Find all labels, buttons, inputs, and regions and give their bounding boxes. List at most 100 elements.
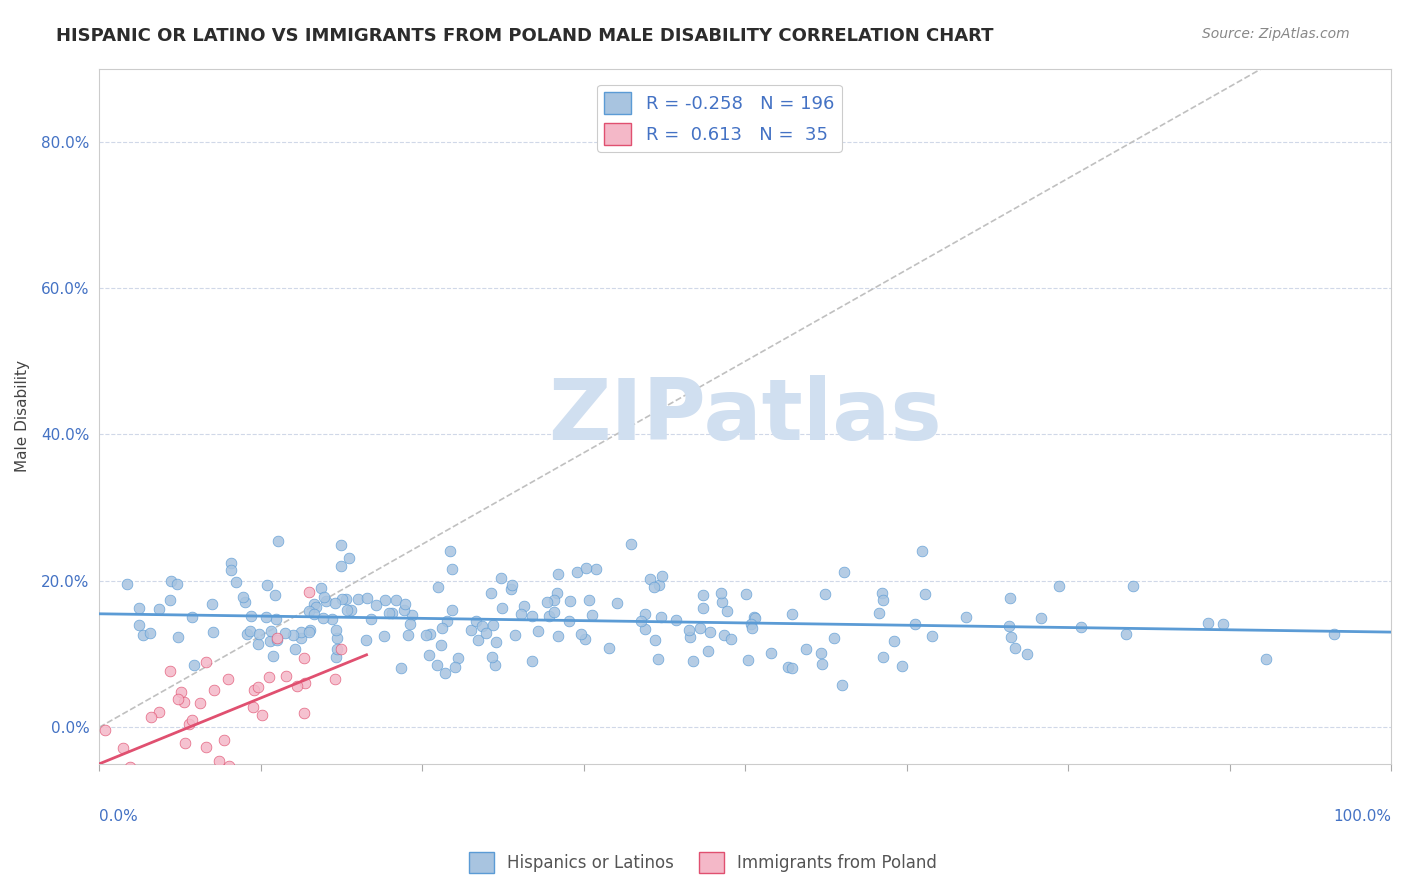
Point xyxy=(634,622,657,636)
Point xyxy=(1004,641,1026,656)
Point xyxy=(868,606,890,620)
Point xyxy=(606,596,628,610)
Point xyxy=(460,623,482,637)
Point xyxy=(491,571,513,585)
Point xyxy=(221,563,243,577)
Point xyxy=(394,597,416,611)
Point xyxy=(381,606,404,620)
Text: ZIPatlas: ZIPatlas xyxy=(548,375,942,458)
Point xyxy=(242,700,264,714)
Point xyxy=(546,586,568,600)
Point xyxy=(440,603,463,617)
Point xyxy=(181,609,204,624)
Point xyxy=(259,633,281,648)
Point xyxy=(247,637,270,651)
Point xyxy=(644,632,666,647)
Point xyxy=(340,602,363,616)
Point xyxy=(547,567,569,582)
Point xyxy=(129,770,152,784)
Point xyxy=(911,544,934,558)
Point xyxy=(737,653,759,667)
Point xyxy=(312,590,335,604)
Point xyxy=(290,631,312,645)
Point xyxy=(202,682,225,697)
Point xyxy=(740,617,762,632)
Point xyxy=(299,623,322,637)
Point xyxy=(433,665,456,680)
Point xyxy=(716,605,738,619)
Point xyxy=(274,669,297,683)
Point xyxy=(148,602,170,616)
Point xyxy=(337,551,360,566)
Point xyxy=(742,610,765,624)
Point xyxy=(174,736,197,750)
Point xyxy=(159,592,181,607)
Point xyxy=(139,626,162,640)
Point xyxy=(713,628,735,642)
Point xyxy=(323,672,346,686)
Point xyxy=(336,603,359,617)
Point xyxy=(831,678,853,692)
Point xyxy=(647,652,669,666)
Point xyxy=(202,624,225,639)
Point xyxy=(648,578,671,592)
Point xyxy=(710,595,733,609)
Point xyxy=(256,578,278,592)
Point xyxy=(418,648,440,662)
Point xyxy=(366,598,388,612)
Point xyxy=(510,607,533,622)
Text: Source: ZipAtlas.com: Source: ZipAtlas.com xyxy=(1202,27,1350,41)
Point xyxy=(266,632,288,647)
Point xyxy=(173,695,195,709)
Point xyxy=(692,588,714,602)
Point xyxy=(325,596,347,610)
Point xyxy=(297,604,319,618)
Point xyxy=(558,615,581,629)
Point xyxy=(513,599,536,613)
Point xyxy=(678,624,700,638)
Point xyxy=(179,716,201,731)
Point xyxy=(585,562,607,576)
Point xyxy=(872,649,894,664)
Point xyxy=(484,657,506,672)
Point xyxy=(921,629,943,643)
Point xyxy=(218,673,240,687)
Point xyxy=(1017,647,1039,661)
Point xyxy=(188,696,211,710)
Point xyxy=(1122,579,1144,593)
Point xyxy=(225,574,247,589)
Point xyxy=(643,580,665,594)
Point xyxy=(139,710,162,724)
Point xyxy=(290,624,312,639)
Text: 0.0%: 0.0% xyxy=(100,809,138,824)
Point xyxy=(167,691,190,706)
Point xyxy=(194,655,217,669)
Point xyxy=(401,607,423,622)
Text: 100.0%: 100.0% xyxy=(1333,809,1391,824)
Point xyxy=(274,626,297,640)
Point xyxy=(883,633,905,648)
Point xyxy=(1047,579,1070,593)
Point xyxy=(430,638,453,652)
Point xyxy=(247,627,270,641)
Point xyxy=(679,631,702,645)
Point xyxy=(1070,620,1092,634)
Point xyxy=(527,624,550,639)
Point xyxy=(1000,630,1022,644)
Point xyxy=(794,642,817,657)
Point xyxy=(479,586,502,600)
Point xyxy=(232,591,254,605)
Point xyxy=(396,628,419,642)
Point xyxy=(250,707,273,722)
Point xyxy=(1322,627,1344,641)
Point xyxy=(170,685,193,699)
Point xyxy=(634,607,657,621)
Point xyxy=(481,649,503,664)
Point xyxy=(326,641,349,656)
Point xyxy=(543,605,565,619)
Point xyxy=(267,534,290,549)
Point xyxy=(574,632,596,646)
Point xyxy=(547,629,569,643)
Point xyxy=(569,626,592,640)
Point xyxy=(598,641,620,656)
